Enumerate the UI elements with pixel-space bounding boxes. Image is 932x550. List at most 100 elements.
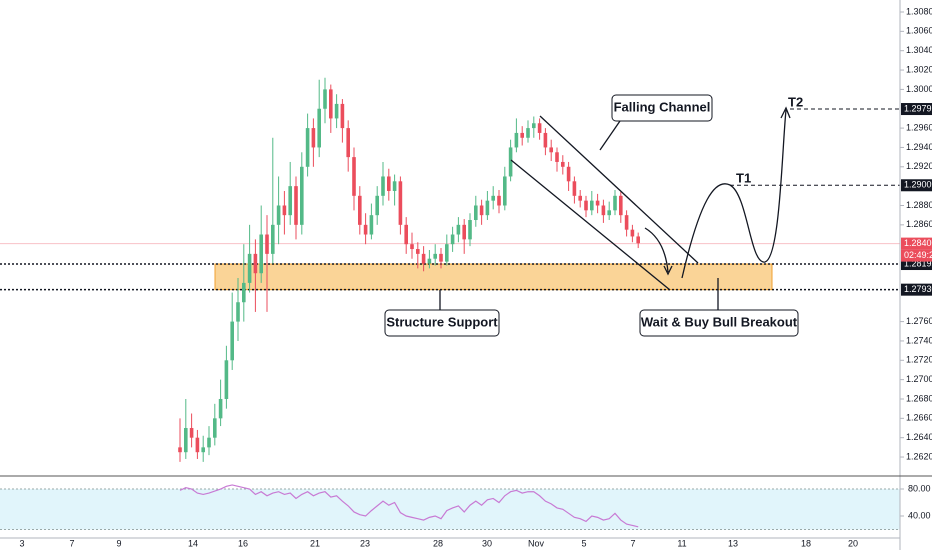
- candle-body: [201, 447, 205, 453]
- y-tick-label: 1.26200: [906, 451, 932, 461]
- channel-upper: [539, 115, 699, 264]
- candle-body: [410, 244, 414, 250]
- price-label-bg: [901, 283, 932, 296]
- callout-text: Falling Channel: [614, 99, 711, 114]
- candle-body: [387, 176, 391, 191]
- candle-body: [572, 181, 577, 196]
- candle-body: [329, 89, 333, 119]
- callout-box: [384, 309, 500, 337]
- callout-text: Structure Support: [386, 314, 498, 329]
- y-tick-label: 1.26600: [906, 413, 932, 423]
- x-tick-label: 11: [677, 538, 686, 548]
- candle-body: [294, 186, 298, 225]
- candle-body: [630, 229, 635, 237]
- projection-path: [681, 109, 787, 279]
- callouts: Falling Channel Structure Support Wait &…: [384, 94, 803, 337]
- price-label: 1.29797: [904, 103, 932, 113]
- candle-body: [636, 236, 640, 244]
- candle-body: [479, 205, 484, 216]
- price-label-bg: [901, 237, 932, 250]
- candle-body: [184, 428, 188, 453]
- candle-body: [601, 205, 606, 216]
- candle-body: [561, 161, 565, 167]
- candle-body: [537, 123, 542, 133]
- candle-body: [416, 249, 420, 254]
- x-tick-label: 18: [801, 538, 811, 548]
- support-zone: [214, 263, 773, 291]
- arrowhead: [663, 265, 673, 276]
- target-label: T1: [736, 170, 751, 185]
- candle-body: [566, 166, 571, 182]
- candle-body: [340, 103, 345, 129]
- y-tick-label: 1.27600: [906, 316, 932, 326]
- candle-body: [276, 205, 281, 225]
- candle-body: [230, 321, 234, 361]
- callout-box: [639, 309, 799, 337]
- x-tick-label: 23: [360, 538, 370, 548]
- candle-body: [213, 418, 217, 438]
- x-tick-label: 21: [310, 538, 320, 548]
- candle-layer: [178, 77, 640, 462]
- candle-body: [503, 176, 507, 206]
- candle-body: [624, 215, 629, 230]
- candle-body: [311, 128, 316, 148]
- candle-body: [526, 128, 530, 138]
- x-tick-label: 7: [69, 538, 74, 548]
- candle-body: [224, 360, 229, 399]
- x-tick-label: 28: [433, 538, 443, 548]
- candle-body: [218, 398, 223, 419]
- price-label: 1.28195: [904, 258, 932, 268]
- x-tick-label: 5: [581, 538, 586, 548]
- candle-body: [207, 437, 211, 448]
- zone-layer: [0, 108, 900, 291]
- y-tick-label: 1.29400: [906, 142, 932, 152]
- callout-pointer: [599, 120, 621, 151]
- y-tick-label: 1.26800: [906, 393, 932, 403]
- candle-body: [474, 205, 478, 221]
- candle-body: [578, 195, 582, 201]
- countdown: 02:49:23: [904, 250, 932, 260]
- candle-body: [549, 147, 553, 153]
- countdown-bg: [901, 249, 932, 262]
- candle-body: [619, 195, 623, 216]
- candle-body: [607, 210, 611, 216]
- candle-body: [520, 132, 524, 138]
- candle-body: [189, 428, 194, 438]
- x-tick-label: Nov: [528, 538, 545, 548]
- channel-lower: [510, 159, 671, 291]
- y-tick-label: 80.00: [908, 483, 931, 493]
- price-label: 1.28406: [904, 238, 932, 248]
- candle-body: [439, 253, 443, 262]
- candle-body: [352, 157, 356, 196]
- candle-body: [392, 181, 397, 191]
- candle-body: [375, 195, 379, 216]
- candle-body: [404, 224, 408, 245]
- candle-body: [300, 166, 304, 225]
- candle-body: [433, 253, 437, 259]
- x-tick-label: 9: [116, 538, 121, 548]
- candle-body: [514, 132, 519, 148]
- candle-body: [195, 437, 200, 453]
- price-label-bg: [901, 103, 932, 116]
- callout-box: [611, 94, 713, 122]
- y-tick-label: 1.27400: [906, 335, 932, 345]
- candle-body: [242, 282, 246, 303]
- rsi-line: [179, 484, 639, 528]
- arrowhead: [780, 106, 791, 119]
- candle-body: [369, 215, 374, 235]
- candle-body: [363, 224, 368, 235]
- candle-body: [288, 186, 292, 216]
- candle-body: [543, 132, 548, 148]
- y-tick-label: 1.30400: [906, 45, 932, 55]
- candle-body: [317, 108, 321, 148]
- candle-body: [323, 89, 327, 109]
- candle-body: [282, 205, 287, 216]
- price-label-bg: [901, 179, 932, 192]
- candle-body: [485, 200, 490, 216]
- y-tick-label: 1.30000: [906, 84, 932, 94]
- x-tick-label: 30: [482, 538, 492, 548]
- candle-body: [613, 195, 617, 211]
- y-tick-label: 1.28600: [906, 219, 932, 229]
